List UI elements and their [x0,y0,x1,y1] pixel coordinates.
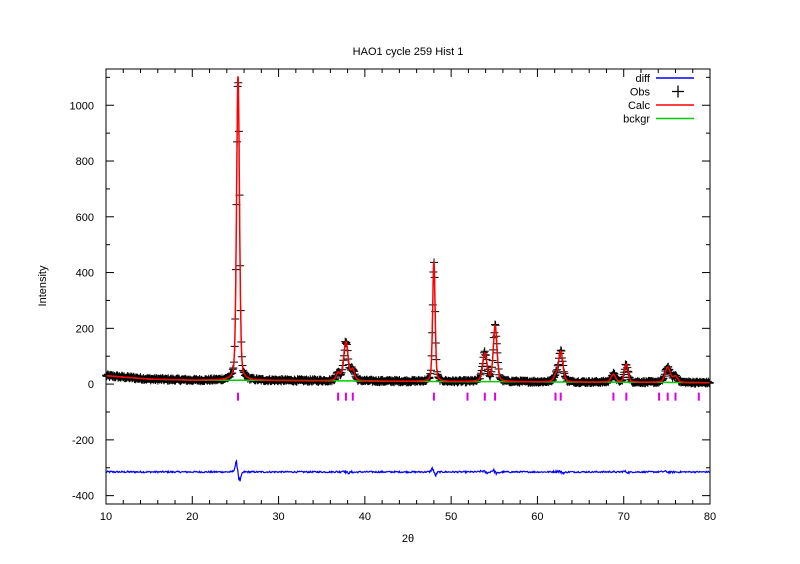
x-tick-label: 50 [445,511,457,523]
x-tick-label: 30 [272,511,284,523]
x-tick-label: 80 [704,511,716,523]
x-tick-label: 70 [618,511,630,523]
y-tick-label: 400 [76,268,94,280]
x-tick-label: 60 [531,511,543,523]
x-tick-label: 10 [100,511,112,523]
legend-label: bckgr [623,114,650,126]
y-axis-label: Intensity [37,265,49,306]
chart-title: HAO1 cycle 259 Hist 1 [353,46,464,58]
y-tick-label: 600 [76,212,94,224]
y-tick-label: -400 [72,491,94,503]
plot-area [102,76,714,482]
y-tick-label: 1000 [70,100,94,112]
y-tick-label: 800 [76,156,94,168]
x-tick-label: 40 [359,511,371,523]
legend-label: diff [636,73,651,85]
legend-marker [672,85,684,98]
plot-frame [105,68,711,505]
y-tick-label: 0 [88,379,94,391]
reflection-ticks [237,392,700,401]
axes: 10 20 30 40 50 60 70 80 -400 -200 0 200 400 600 800 100… [70,69,716,523]
x-axis-label: 2θ [402,533,414,545]
legend-label: Calc [628,100,651,112]
calc-line [105,76,711,384]
y-tick-label: -200 [72,435,94,447]
y-tick-label: 200 [76,323,94,335]
diff-line [105,459,711,482]
x-tick-label: 20 [186,511,198,523]
legend-label: Obs [630,87,651,99]
